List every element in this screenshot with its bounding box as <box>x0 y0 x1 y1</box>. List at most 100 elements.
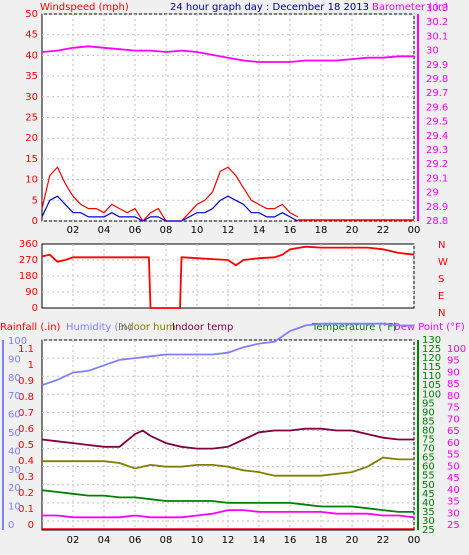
p3-x-tick: 16 <box>284 535 297 546</box>
p1-y-tick-wind: 45 <box>25 30 38 41</box>
p1-x-tick: 20 <box>346 225 359 236</box>
p1-x-tick: 22 <box>377 225 390 236</box>
p2-compass-label: N <box>438 240 445 251</box>
p1-y-tick-baro: 29 <box>426 188 439 199</box>
p1-y-tick-wind: 40 <box>25 50 38 61</box>
p3-y-tick-rain: 0.9 <box>18 376 34 387</box>
p1-x-tick: 10 <box>191 225 204 236</box>
p2-y-tick: 0 <box>32 303 38 314</box>
p1-y-tick-baro: 30.1 <box>426 31 448 42</box>
p3-y-tick-rain: 0.3 <box>18 472 34 483</box>
p1-y-tick-wind: 15 <box>25 154 38 165</box>
p3-y-tick-temp: 75 <box>422 435 435 446</box>
p2-y-tick: 180 <box>19 271 38 282</box>
p1-x-tick: 16 <box>284 225 297 236</box>
p1-y-tick-baro: 30.2 <box>426 17 448 28</box>
p3-y-tick-temp: 130 <box>422 335 441 346</box>
p3-y-tick-rain: 0 <box>28 520 34 531</box>
p1-title: 24 hour graph day : December 18 2013 <box>170 2 369 13</box>
p1-x-tick: 02 <box>67 225 80 236</box>
p3-y-tick-dew: 50 <box>447 461 460 472</box>
p3-y-tick-dew: 90 <box>447 367 460 378</box>
p3-y-tick-dew: 75 <box>447 403 460 414</box>
p3-legend-label: Temperature (°F) <box>311 322 397 333</box>
p3-x-tick: 18 <box>315 535 328 546</box>
p3-y-tick-rain: 0.6 <box>18 424 34 435</box>
p3-y-tick-temp: 25 <box>422 525 435 536</box>
p1-ylabel-right: Barometer (.in) <box>372 2 448 13</box>
p3-x-tick: 10 <box>191 535 204 546</box>
p1-y-tick-wind: 25 <box>25 113 38 124</box>
p3-y-tick-temp: 80 <box>422 425 435 436</box>
p3-y-tick-dew: 35 <box>447 497 460 508</box>
p1-x-tick: 04 <box>98 225 111 236</box>
p1-y-tick-baro: 28.9 <box>426 202 448 213</box>
p1-y-tick-wind: 5 <box>32 195 38 206</box>
p3-y-tick-hum: 70 <box>8 391 21 402</box>
p1-y-tick-wind: 0 <box>32 216 38 227</box>
p3-x-tick: 04 <box>98 535 111 546</box>
p3-y-tick-rain: 0.2 <box>18 488 34 499</box>
p1-y-tick-baro: 30 <box>426 46 439 57</box>
p1-y-tick-wind: 20 <box>25 133 38 144</box>
p3-y-tick-rain: 0.1 <box>18 504 34 515</box>
p1-y-tick-baro: 29.2 <box>426 159 448 170</box>
temperature-line <box>41 489 414 513</box>
p3-y-tick-temp: 55 <box>422 471 435 482</box>
p3-y-tick-hum: 20 <box>8 483 21 494</box>
p3-y-tick-dew: 40 <box>447 485 460 496</box>
p1-y-tick-baro: 29.9 <box>426 60 448 71</box>
p3-y-tick-temp: 125 <box>422 344 441 355</box>
p3-y-tick-rain: 0.8 <box>18 392 34 403</box>
p3-y-tick-hum: 30 <box>8 465 21 476</box>
p3-y-tick-rain: 1 <box>28 360 34 371</box>
p3-legend-label: Dew Point (°F) <box>393 322 465 333</box>
p3-y-tick-dew: 80 <box>447 391 460 402</box>
p3-y-tick-dew: 95 <box>447 356 460 367</box>
p2-compass-label: W <box>438 257 448 268</box>
p3-y-tick-temp: 100 <box>422 389 441 400</box>
p2-compass-label: N <box>438 308 445 319</box>
p3-y-tick-rain: 0.5 <box>18 440 34 451</box>
p3-y-tick-temp: 70 <box>422 444 435 455</box>
p3-y-tick-temp: 120 <box>422 353 441 364</box>
p3-y-tick-temp: 65 <box>422 453 435 464</box>
p1-y-tick-baro: 30.3 <box>426 3 448 14</box>
p3-x-tick: 06 <box>129 535 142 546</box>
p3-y-tick-hum: 90 <box>8 354 21 365</box>
p3-y-tick-dew: 85 <box>447 379 460 390</box>
p3-x-tick: 22 <box>377 535 390 546</box>
p3-x-tick: 08 <box>160 535 173 546</box>
p1-x-tick: 12 <box>222 225 235 236</box>
barometer-line <box>41 45 414 63</box>
p3-legend-label: Indoor hum <box>118 322 176 333</box>
p3-legend-label: Rainfall (.in) <box>0 322 61 333</box>
p3-y-tick-temp: 40 <box>422 498 435 509</box>
p3-y-tick-dew: 45 <box>447 473 460 484</box>
p3-y-tick-dew: 70 <box>447 414 460 425</box>
p3-x-tick: 20 <box>346 535 359 546</box>
p3-legend-label: Indoor temp <box>172 322 233 333</box>
p3-y-tick-temp: 60 <box>422 462 435 473</box>
p3-y-tick-dew: 55 <box>447 450 460 461</box>
p3-y-tick-hum: 100 <box>8 336 27 347</box>
indoor-temp-line <box>41 427 414 450</box>
p3-y-tick-dew: 100 <box>447 344 466 355</box>
p1-y-tick-baro: 29.3 <box>426 145 448 156</box>
p3-y-tick-dew: 65 <box>447 426 460 437</box>
p1-y-tick-baro: 29.5 <box>426 117 448 128</box>
p3-x-tick: 12 <box>222 535 235 546</box>
p3-y-tick-temp: 115 <box>422 362 441 373</box>
p2-y-tick: 270 <box>19 255 38 266</box>
p1-x-tick: 08 <box>160 225 173 236</box>
p3-y-tick-temp: 110 <box>422 371 441 382</box>
p3-y-tick-rain: 1.1 <box>18 344 34 355</box>
p3-y-tick-temp: 50 <box>422 480 435 491</box>
p1-y-tick-baro: 29.1 <box>426 173 448 184</box>
p1-y-tick-baro: 29.4 <box>426 131 448 142</box>
p3-y-tick-rain: 0.4 <box>18 456 34 467</box>
